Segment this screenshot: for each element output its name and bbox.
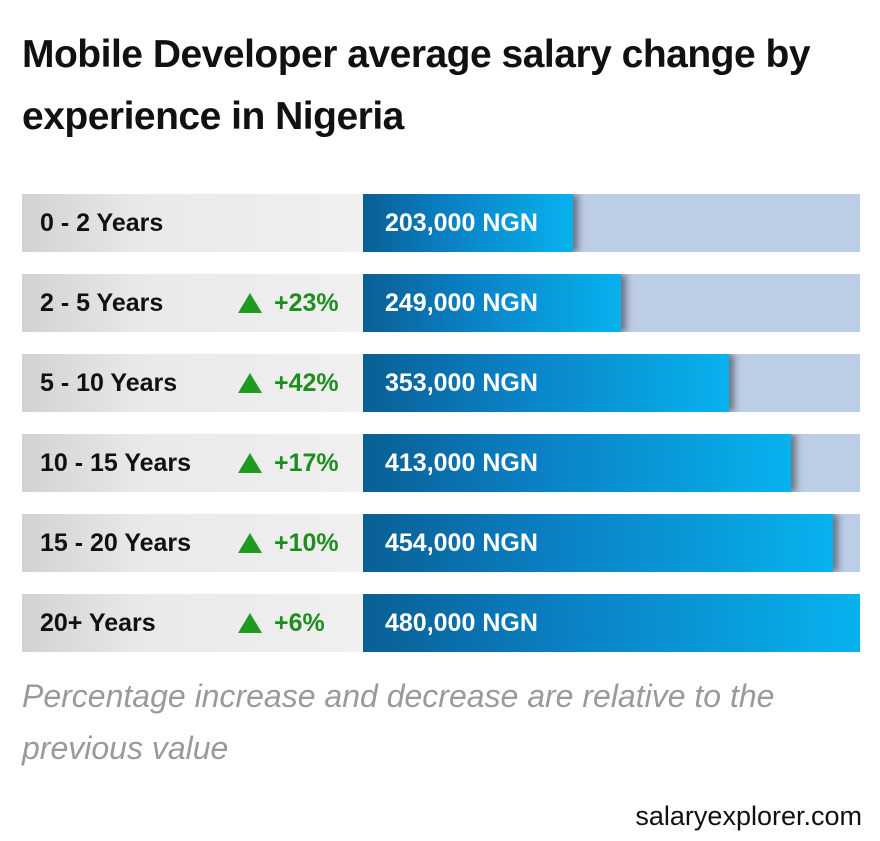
- change-indicator: +42%: [238, 354, 339, 412]
- bar-row: 15 - 20 Years +10% 454,000 NGN: [22, 514, 860, 572]
- bar-track: 480,000 NGN: [363, 594, 860, 652]
- bar-row: 10 - 15 Years +17% 413,000 NGN: [22, 434, 860, 492]
- salary-bar: [363, 434, 791, 492]
- up-triangle-icon: [238, 533, 262, 553]
- change-percent: +23%: [274, 288, 339, 317]
- category-label: 2 - 5 Years: [40, 289, 164, 317]
- category-label: 5 - 10 Years: [40, 369, 178, 397]
- category-cell: 10 - 15 Years +17%: [22, 434, 363, 492]
- salary-bar: [363, 514, 833, 572]
- salary-value-label: 203,000 NGN: [385, 209, 538, 237]
- bar-track: 353,000 NGN: [363, 354, 860, 412]
- salary-value-label: 249,000 NGN: [385, 289, 538, 317]
- bar-row: 20+ Years +6% 480,000 NGN: [22, 594, 860, 652]
- change-indicator: +6%: [238, 594, 325, 652]
- category-cell: 15 - 20 Years +10%: [22, 514, 363, 572]
- up-triangle-icon: [238, 613, 262, 633]
- bar-track: 454,000 NGN: [363, 514, 860, 572]
- salary-value-label: 454,000 NGN: [385, 529, 538, 557]
- bar-track: 203,000 NGN: [363, 194, 860, 252]
- change-indicator: +23%: [238, 274, 339, 332]
- salary-value-label: 480,000 NGN: [385, 609, 538, 637]
- category-cell: 5 - 10 Years +42%: [22, 354, 363, 412]
- category-label: 15 - 20 Years: [40, 529, 192, 557]
- bar-row: 2 - 5 Years +23% 249,000 NGN: [22, 274, 860, 332]
- chart-title: Mobile Developer average salary change b…: [22, 33, 811, 138]
- category-label: 10 - 15 Years: [40, 449, 192, 477]
- footnote: Percentage increase and decrease are rel…: [22, 678, 775, 766]
- salary-value-label: 353,000 NGN: [385, 369, 538, 397]
- bar-track: 413,000 NGN: [363, 434, 860, 492]
- source-credit: salaryexplorer.com: [635, 801, 862, 831]
- salary-bar: [363, 274, 621, 332]
- up-triangle-icon: [238, 293, 262, 313]
- salary-value-label: 413,000 NGN: [385, 449, 538, 477]
- category-cell: 20+ Years +6%: [22, 594, 363, 652]
- category-cell: 0 - 2 Years: [22, 194, 363, 252]
- change-percent: +17%: [274, 448, 339, 477]
- change-indicator: +10%: [238, 514, 339, 572]
- salary-bar: [363, 354, 729, 412]
- salary-bar: [363, 594, 860, 652]
- category-cell: 2 - 5 Years +23%: [22, 274, 363, 332]
- category-label: 20+ Years: [40, 609, 156, 637]
- category-label: 0 - 2 Years: [40, 209, 164, 237]
- change-percent: +42%: [274, 368, 339, 397]
- change-indicator: +17%: [238, 434, 339, 492]
- change-percent: +6%: [274, 608, 325, 637]
- bar-row: 0 - 2 Years 203,000 NGN: [22, 194, 860, 252]
- change-percent: +10%: [274, 528, 339, 557]
- bar-track: 249,000 NGN: [363, 274, 860, 332]
- up-triangle-icon: [238, 373, 262, 393]
- up-triangle-icon: [238, 453, 262, 473]
- salary-bar-chart: 0 - 2 Years 203,000 NGN 2 - 5 Years +23% 249…: [22, 194, 860, 654]
- salary-bar: [363, 194, 573, 252]
- bar-row: 5 - 10 Years +42% 353,000 NGN: [22, 354, 860, 412]
